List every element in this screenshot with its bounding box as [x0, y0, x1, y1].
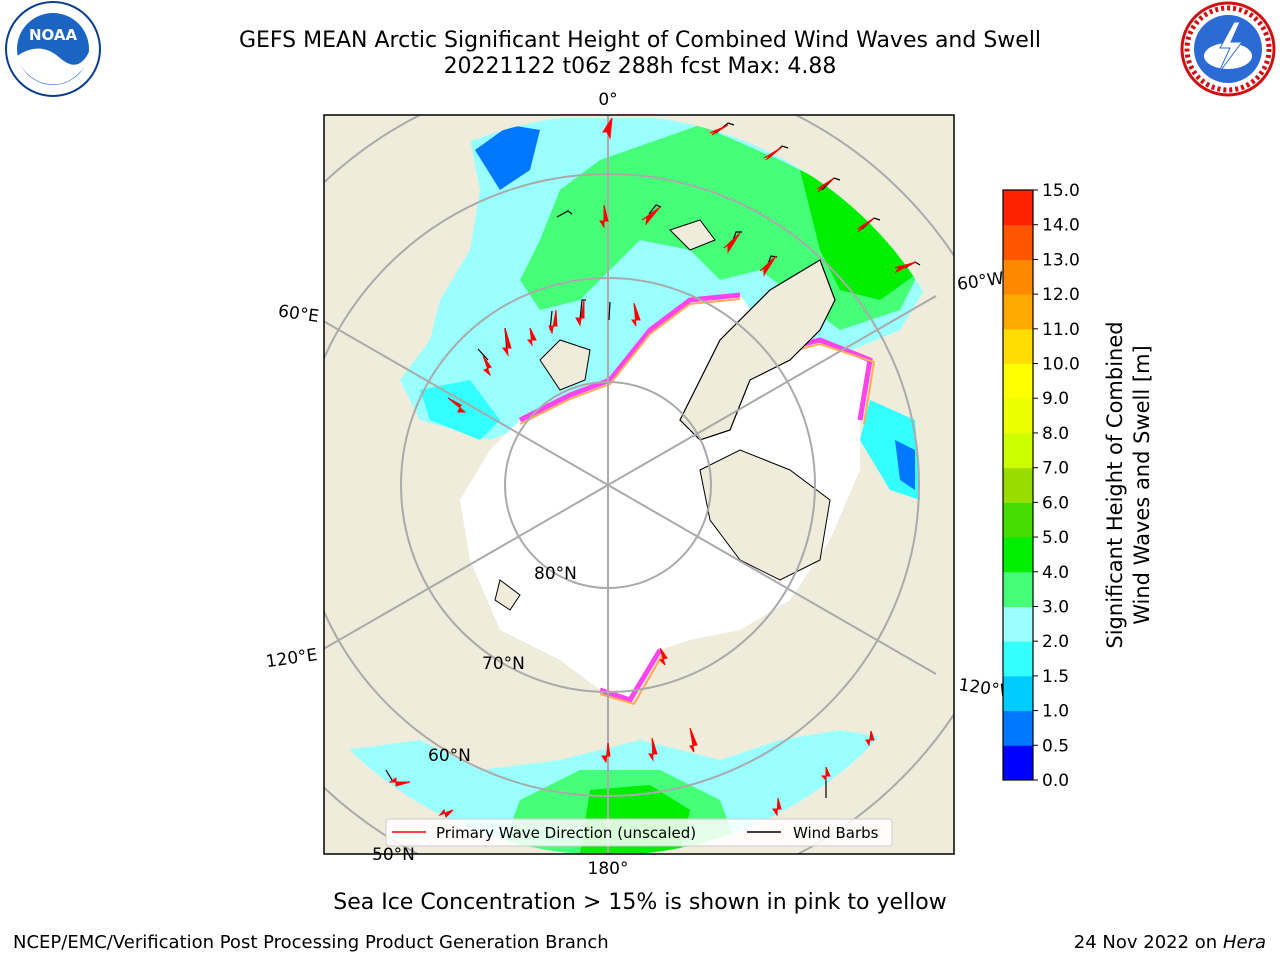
colorbar-tick-label: 3.0 [1042, 597, 1069, 617]
colorbar-tick-label: 12.0 [1042, 285, 1080, 305]
meridian-label-60e: 60°E [277, 301, 320, 326]
colorbar-tick-label: 13.0 [1042, 250, 1080, 270]
colorbar-tick-label: 9.0 [1042, 389, 1069, 409]
meridian-label-120e: 120°E [265, 645, 319, 672]
map-frame [323, 114, 955, 855]
nws-logo [1180, 1, 1276, 97]
colorbar-segment [1003, 675, 1033, 712]
colorbar-tick-label: 4.0 [1042, 563, 1069, 583]
chart-subtitle: 20221122 t06z 288h fcst Max: 4.88 [443, 54, 837, 79]
colorbar-segment [1003, 398, 1033, 434]
colorbar-segment [1003, 641, 1033, 677]
wave-field-hudson-deep [895, 440, 915, 490]
legend-barb-label: Wind Barbs [793, 824, 879, 842]
parallel-label-60n: 60°N [428, 746, 471, 766]
graticule [324, 115, 954, 854]
colorbar-tick-label: 11.0 [1042, 320, 1080, 340]
colorbar-tick-label: 15.0 [1042, 181, 1080, 201]
sea-ice [460, 295, 870, 700]
colorbar-label-line1: Significant Height of Combined [1103, 321, 1127, 648]
colorbar-tick-label: 6.0 [1042, 493, 1069, 513]
colorbar-segment [1003, 502, 1033, 538]
legend-wave-label: Primary Wave Direction (unscaled) [436, 824, 696, 842]
colorbar-tick-label: 0.0 [1042, 771, 1069, 791]
colorbar-segment [1003, 571, 1033, 607]
colorbar-tick-label: 2.0 [1042, 632, 1069, 652]
noaa-logo: NOAA [5, 1, 101, 97]
meridian-label-0: 0° [598, 90, 617, 110]
meridian-label-60w: 60°W [956, 269, 1005, 295]
colorbar-segment [1003, 363, 1033, 399]
colorbar-tick-label: 5.0 [1042, 528, 1069, 548]
parallel-label-70n: 70°N [482, 654, 525, 674]
colorbar-segment [1003, 467, 1033, 503]
land-canadian-archipelago [699, 449, 831, 581]
colorbar-tick-label: 0.5 [1042, 736, 1069, 756]
colorbar-tick-label: 10.0 [1042, 355, 1080, 375]
colorbar-segment [1003, 294, 1033, 330]
wave-field-atlantic-3m [800, 170, 915, 300]
colorbar-segment [1003, 328, 1033, 365]
footer-machine: Hera [1222, 932, 1266, 953]
land-iceland [669, 219, 716, 251]
colorbar-segment [1003, 259, 1033, 295]
wave-field-baffin [475, 125, 540, 190]
colorbar: 0.0 0.5 1.0 1.5 2.0 3.0 4.0 5.0 6.0 7.0 8.0 9.0 10.0… [1002, 181, 1080, 791]
parallel-label-50n: 50°N [372, 845, 415, 865]
colorbar-tick-label: 1.0 [1042, 702, 1069, 722]
colorbar-segment [1003, 745, 1033, 781]
colorbar-segment [1003, 710, 1033, 746]
land-new-siberian [494, 579, 521, 611]
colorbar-label-line2: Wind Waves and Swell [m] [1130, 345, 1154, 625]
colorbar-segment [1003, 606, 1033, 642]
parallel-label-80n: 80°N [534, 564, 577, 584]
colorbar-tick-label: 14.0 [1042, 216, 1080, 236]
footer-date-text: 24 Nov 2022 on [1073, 932, 1218, 953]
colorbar-segment [1003, 190, 1033, 226]
land-greenland [679, 259, 836, 441]
colorbar-tick-label: 7.0 [1042, 459, 1069, 479]
footer-credit: NCEP/EMC/Verification Post Processing Pr… [13, 932, 609, 953]
colorbar-tick-label: 8.0 [1042, 424, 1069, 444]
colorbar-segment [1003, 537, 1033, 573]
map-legend: Primary Wave Direction (unscaled) Wind B… [385, 818, 893, 847]
land-svalbard [539, 339, 591, 391]
footer-date: 24 Nov 2022 on Hera [1074, 932, 1266, 953]
colorbar-segment [1003, 432, 1033, 469]
colorbar-frame [1002, 189, 1034, 781]
colorbar-segment [1003, 224, 1033, 260]
sea-ice-note: Sea Ice Concentration > 15% is shown in … [333, 890, 947, 915]
noaa-logo-text: NOAA [29, 26, 78, 44]
chart-title: GEFS MEAN Arctic Significant Height of C… [238, 28, 1042, 53]
colorbar-tick-label: 1.5 [1042, 667, 1069, 687]
wave-direction-arrows [388, 117, 917, 818]
meridian-label-180: 180° [588, 859, 629, 879]
